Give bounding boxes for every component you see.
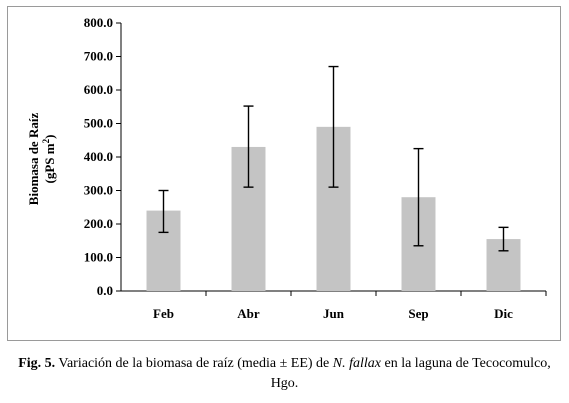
y-tick-label: 400.0	[84, 149, 113, 164]
y-tick-label: 700.0	[84, 49, 113, 64]
x-tick-label: Jun	[323, 306, 345, 321]
y-tick-label: 100.0	[84, 250, 113, 265]
bar-chart: Biomasa de Raíz (gPS m2) 0.0 100.0 200.0 30…	[26, 15, 547, 321]
y-tick-label: 300.0	[84, 183, 113, 198]
caption-text-after: en la laguna de Tecocomulco, Hgo.	[270, 356, 551, 391]
caption-species: N. fallax	[332, 356, 381, 371]
x-tick-label: Feb	[153, 306, 174, 321]
caption-label: Fig. 5.	[18, 356, 56, 371]
plot-area: 0.0 100.0 200.0 300.0 400.0 500.0 600.0 700.0 80…	[84, 15, 547, 321]
x-tick-label: Abr	[237, 306, 260, 321]
y-axis-title: Biomasa de Raíz (gPS m2)	[26, 113, 57, 206]
y-tick-label: 200.0	[84, 216, 113, 231]
y-tick-label: 600.0	[84, 82, 113, 97]
y-tick-label: 0.0	[97, 283, 113, 298]
y-tick-label: 800.0	[84, 15, 113, 30]
caption-text-before: Variación de la biomasa de raíz (media ±…	[55, 356, 333, 371]
chart-frame: Biomasa de Raíz (gPS m2) 0.0 100.0 200.0 30…	[7, 6, 561, 341]
y-tick-label: 500.0	[84, 116, 113, 131]
x-tick-label: Dic	[494, 306, 513, 321]
y-axis-title-line1: Biomasa de Raíz	[26, 113, 41, 206]
x-tick-label: Sep	[408, 306, 428, 321]
figure-caption: Fig. 5. Variación de la biomasa de raíz …	[10, 354, 559, 394]
y-axis-title-line2: (gPS m2)	[41, 135, 57, 184]
